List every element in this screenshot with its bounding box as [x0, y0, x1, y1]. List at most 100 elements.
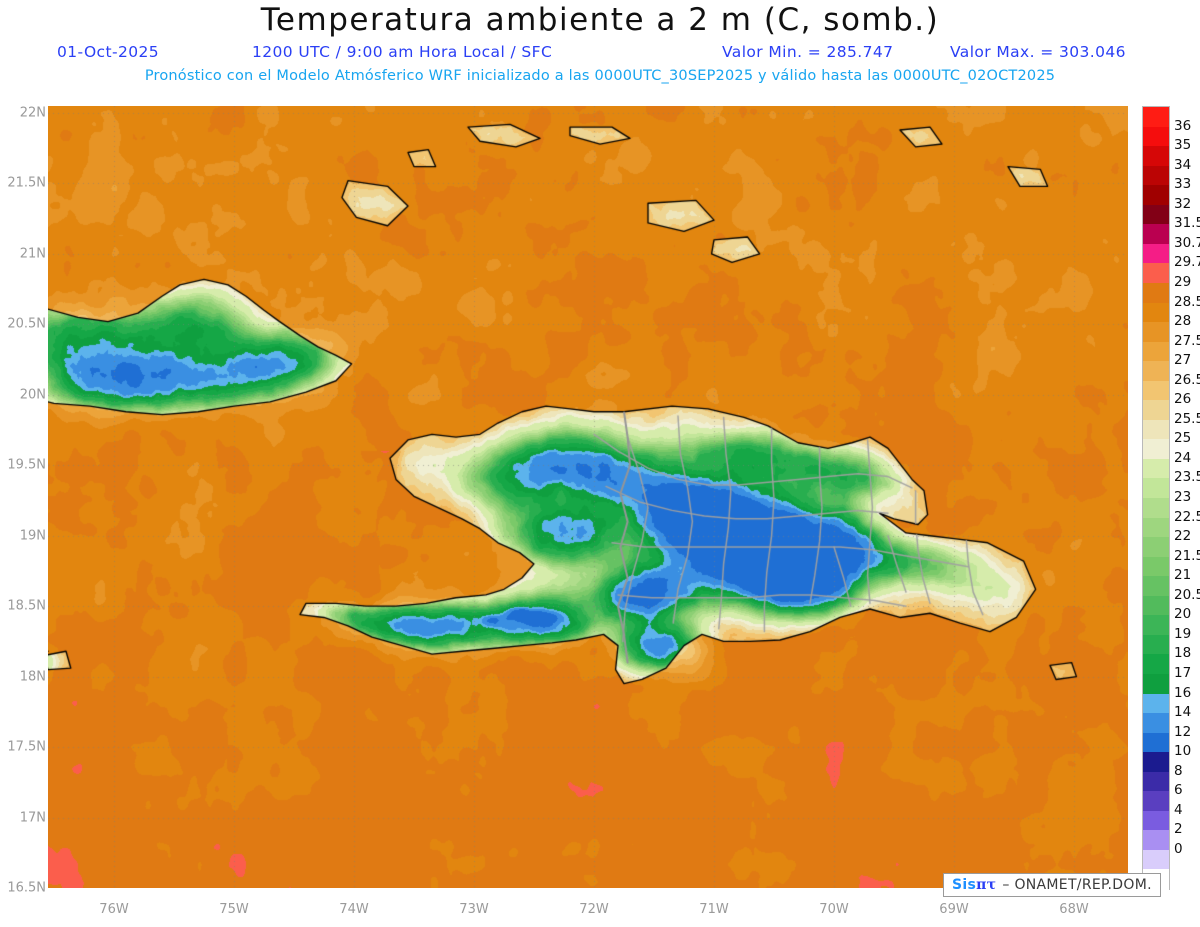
- colorbar-swatch: [1143, 419, 1169, 440]
- colorbar-tick-label: 0: [1174, 840, 1183, 857]
- colorbar-swatch: [1143, 439, 1169, 460]
- colorbar[interactable]: [1142, 106, 1170, 890]
- colorbar-swatch: [1143, 595, 1169, 616]
- colorbar-swatch: [1143, 107, 1169, 128]
- colorbar-tick-label: 27.5: [1174, 332, 1200, 349]
- colorbar-tick-label: 14: [1174, 704, 1192, 721]
- colorbar-swatch: [1143, 713, 1169, 734]
- logo-sis-text: Sis: [952, 877, 977, 893]
- colorbar-tick-label: 24: [1174, 449, 1192, 466]
- colorbar-swatch: [1143, 263, 1169, 284]
- colorbar-swatch: [1143, 771, 1169, 792]
- longitude-tick: 74W: [339, 902, 369, 917]
- forecast-time: 1200 UTC / 9:00 am Hora Local / SFC: [252, 43, 553, 61]
- colorbar-tick-label: 21.5: [1174, 547, 1200, 564]
- colorbar-tick-label: 33: [1174, 176, 1192, 193]
- colorbar-swatch: [1143, 693, 1169, 714]
- header-metadata-line: 01-Oct-2025 1200 UTC / 9:00 am Hora Loca…: [0, 43, 1200, 63]
- colorbar-tick-label: 25: [1174, 430, 1192, 447]
- latitude-tick: 21.5N: [7, 175, 46, 191]
- colorbar-tick-label: 22: [1174, 528, 1192, 545]
- colorbar-tick-label: 35: [1174, 137, 1192, 154]
- colorbar-swatch: [1143, 576, 1169, 597]
- colorbar-tick-label: 26: [1174, 391, 1192, 408]
- longitude-tick: 70W: [819, 902, 849, 917]
- colorbar-swatch: [1143, 302, 1169, 323]
- colorbar-swatch: [1143, 791, 1169, 812]
- colorbar-swatch: [1143, 243, 1169, 264]
- latitude-tick: 20.5N: [7, 316, 46, 332]
- colorbar-tick-label: 22.5: [1174, 508, 1200, 525]
- colorbar-swatch: [1143, 458, 1169, 480]
- colorbar-tick-label: 26.5: [1174, 371, 1200, 388]
- latitude-tick: 17N: [19, 810, 46, 826]
- min-value-label: Valor Min. = 285.747: [722, 43, 894, 61]
- page-title: Temperatura ambiente a 2 m (C, somb.): [260, 2, 940, 38]
- latitude-tick: 16.5N: [7, 880, 46, 896]
- latitude-tick: 18N: [19, 669, 46, 685]
- latitude-tick: 18.5N: [7, 598, 46, 614]
- colorbar-tick-label: 6: [1174, 782, 1183, 799]
- latitude-tick: 21N: [19, 246, 46, 262]
- colorbar-tick-label: 34: [1174, 156, 1192, 173]
- temperature-map[interactable]: [48, 106, 1128, 888]
- latitude-tick: 17.5N: [7, 739, 46, 755]
- colorbar-tick-label: 31.5: [1174, 215, 1200, 232]
- colorbar-tick-label: 28: [1174, 313, 1192, 330]
- colorbar-swatch: [1143, 478, 1169, 499]
- colorbar-swatch: [1143, 830, 1169, 851]
- colorbar-tick-label: 17: [1174, 664, 1192, 681]
- longitude-tick: 72W: [579, 902, 609, 917]
- colorbar-tick-label: 20.5: [1174, 586, 1200, 603]
- colorbar-swatch: [1143, 165, 1169, 186]
- colorbar-tick-label: 32: [1174, 195, 1192, 212]
- colorbar-swatch: [1143, 498, 1169, 519]
- colorbar-swatch: [1143, 654, 1169, 675]
- colorbar-swatch: [1143, 537, 1169, 558]
- logo-pi-icon: πτ: [976, 877, 997, 893]
- colorbar-tick-label: 21: [1174, 567, 1192, 584]
- longitude-tick: 75W: [219, 902, 249, 917]
- colorbar-swatch: [1143, 556, 1169, 577]
- longitude-tick: 73W: [459, 902, 489, 917]
- longitude-tick: 68W: [1059, 902, 1089, 917]
- colorbar-tick-label: 36: [1174, 117, 1192, 134]
- colorbar-tick-label: 4: [1174, 801, 1183, 818]
- colorbar-tick-label: 19: [1174, 625, 1192, 642]
- colorbar-swatch: [1143, 224, 1169, 245]
- colorbar-tick-label: 25.5: [1174, 410, 1200, 427]
- colorbar-tick-label: 23: [1174, 489, 1192, 505]
- colorbar-swatch: [1143, 615, 1169, 636]
- colorbar-tick-label: 23.5: [1174, 469, 1200, 486]
- onamet-logo: Sis πτ – ONAMET/REP.DOM.: [943, 873, 1161, 897]
- colorbar-tick-label: 10: [1174, 743, 1192, 760]
- colorbar-swatch: [1143, 732, 1169, 753]
- colorbar-swatch: [1143, 322, 1169, 343]
- colorbar-swatch: [1143, 380, 1169, 401]
- colorbar-swatch: [1143, 185, 1169, 206]
- colorbar-swatch: [1143, 673, 1169, 695]
- longitude-tick: 71W: [699, 902, 729, 917]
- colorbar-tick-label: 27: [1174, 352, 1192, 369]
- colorbar-tick-label: 28.5: [1174, 293, 1200, 310]
- colorbar-swatch: [1143, 282, 1169, 304]
- longitude-tick: 69W: [939, 902, 969, 917]
- colorbar-tick-label: 16: [1174, 684, 1192, 701]
- colorbar-tick-label: 30.7: [1174, 234, 1200, 251]
- latitude-tick: 20N: [19, 387, 46, 403]
- colorbar-tick-label: 29: [1174, 273, 1192, 290]
- colorbar-tick-label: 2: [1174, 821, 1183, 838]
- model-note: Pronóstico con el Modelo Atmósferico WRF…: [144, 68, 1056, 84]
- colorbar-tick-label: 12: [1174, 723, 1192, 740]
- colorbar-tick-label: 18: [1174, 645, 1192, 662]
- latitude-tick: 19N: [19, 528, 46, 544]
- colorbar-swatch: [1143, 204, 1169, 225]
- colorbar-swatch: [1143, 400, 1169, 421]
- colorbar-swatch: [1143, 361, 1169, 382]
- colorbar-swatch: [1143, 810, 1169, 831]
- colorbar-swatch: [1143, 849, 1169, 871]
- forecast-date: 01-Oct-2025: [57, 43, 159, 61]
- longitude-tick: 76W: [99, 902, 129, 917]
- colorbar-swatch: [1143, 341, 1169, 362]
